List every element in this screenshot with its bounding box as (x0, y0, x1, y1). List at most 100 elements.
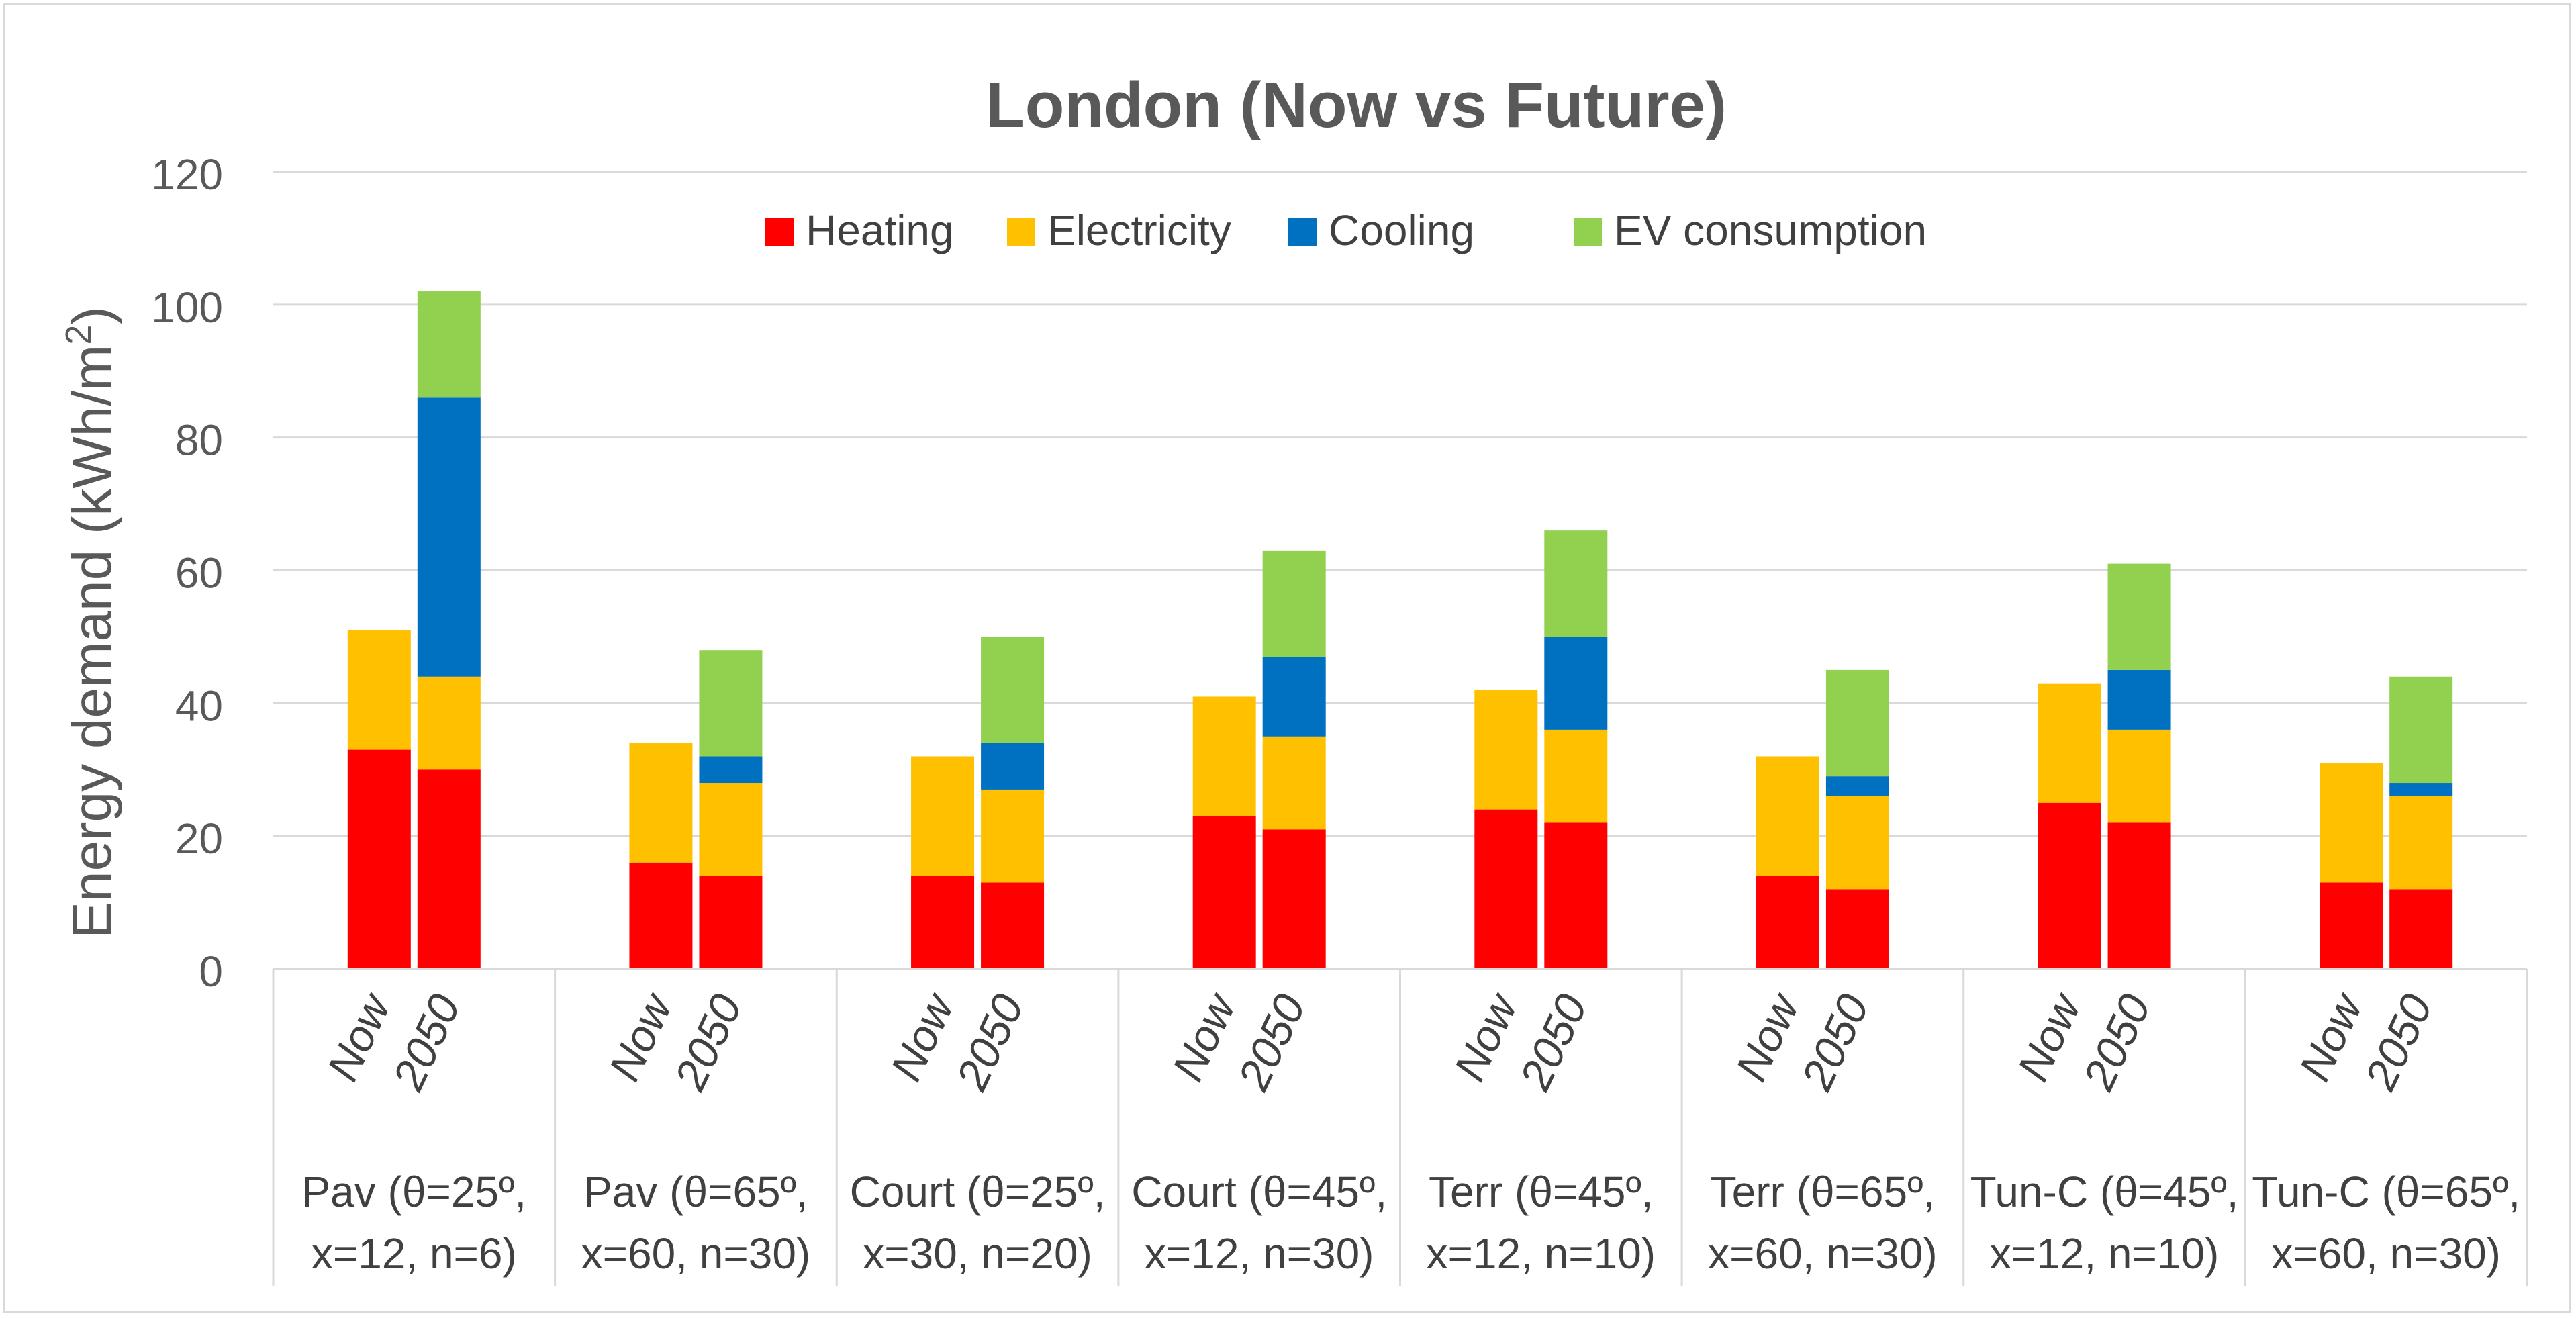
legend-label: Cooling (1329, 206, 1474, 254)
legend: Heating Electricity Cooling EV consumption (765, 206, 1927, 254)
gridlines (273, 171, 2527, 970)
y-tick-label: 20 (175, 814, 223, 863)
legend-swatch (1007, 218, 1035, 246)
bars (347, 291, 2453, 969)
bar-segment-ev-consumption (2389, 676, 2453, 784)
bar-segment-cooling (1544, 637, 1608, 730)
bar-segment-heating (347, 749, 411, 969)
bar-segment-cooling (2107, 669, 2171, 730)
sub-category-label: 2050 (1509, 986, 1596, 1098)
bar-segment-heating (2320, 882, 2383, 969)
bar-segment-cooling (1262, 657, 1326, 737)
bar-segment-electricity (981, 789, 1045, 883)
group-label-line1: Court (θ=25º, (850, 1168, 1106, 1216)
bar-segment-electricity (417, 676, 481, 770)
bar-segment-electricity (1262, 736, 1326, 830)
bar-segment-cooling (699, 756, 763, 784)
bar-segment-electricity (1825, 796, 1889, 890)
sub-category-label: 2050 (665, 986, 752, 1098)
legend-item: Heating (765, 206, 954, 254)
bar-segment-electricity (1544, 729, 1608, 823)
bar-segment-electricity (911, 756, 975, 876)
group-label-line1: Pav (θ=25º, (301, 1168, 526, 1216)
bar-segment-ev-consumption (1544, 530, 1608, 637)
legend-swatch (765, 218, 794, 246)
group-label-line2: x=12, n=10) (1990, 1229, 2220, 1278)
group-label-line2: x=12, n=30) (1145, 1229, 1374, 1278)
group-label-line2: x=60, n=30) (581, 1229, 811, 1278)
bar-segment-cooling (981, 743, 1045, 790)
bar-segment-ev-consumption (699, 650, 763, 757)
legend-item: Cooling (1288, 206, 1474, 254)
bar-segment-heating (2038, 802, 2101, 969)
bar-segment-heating (1192, 816, 1256, 969)
group-label-line2: x=60, n=30) (1708, 1229, 1938, 1278)
bar-segment-electricity (1192, 696, 1256, 816)
bar-segment-heating (2107, 822, 2171, 969)
bar-segment-heating (1474, 809, 1538, 969)
bar-segment-cooling (417, 397, 481, 677)
sub-category-label: 2050 (2073, 986, 2160, 1098)
bar-segment-heating (1756, 876, 1819, 969)
legend-swatch (1288, 218, 1317, 246)
group-label-line1: Pav (θ=65º, (583, 1168, 808, 1216)
bar-segment-ev-consumption (1262, 550, 1326, 657)
sub-category-label: 2050 (1228, 986, 1315, 1098)
group-label-line1: Terr (θ=45º, (1429, 1168, 1654, 1216)
legend-swatch (1574, 218, 1602, 246)
legend-label: EV consumption (1614, 206, 1927, 254)
group-label-line2: x=12, n=6) (312, 1229, 517, 1278)
group-label-line2: x=12, n=10) (1427, 1229, 1656, 1278)
bar-segment-heating (1825, 889, 1889, 969)
bar-segment-heating (1262, 829, 1326, 969)
y-axis-label: Energy demand (kWh/m2) (58, 306, 123, 938)
bar-segment-cooling (1825, 776, 1889, 796)
y-tick-label: 100 (151, 283, 223, 332)
bar-segment-heating (417, 769, 481, 969)
bar-segment-heating (1544, 822, 1608, 969)
bar-segment-electricity (2389, 796, 2453, 890)
bar-segment-ev-consumption (1825, 669, 1889, 777)
legend-label: Heating (806, 206, 954, 254)
bar-segment-electricity (699, 783, 763, 876)
group-label-line1: Tun-C (θ=65º, (2252, 1168, 2520, 1216)
sub-category-label: 2050 (946, 986, 1033, 1098)
bar-segment-electricity (347, 630, 411, 750)
bar-segment-heating (981, 882, 1045, 969)
bar-segment-ev-consumption (981, 637, 1045, 743)
bar-segment-electricity (2107, 729, 2171, 823)
bar-segment-heating (699, 876, 763, 969)
y-tick-label: 120 (151, 150, 223, 199)
y-axis-ticks: 0 20 40 60 80 100 120 (151, 150, 223, 996)
chart-frame: London (Now vs Future) 0 20 40 60 80 100 120 E… (3, 3, 2571, 1313)
bar-segment-electricity (629, 743, 693, 863)
y-tick-label: 80 (175, 416, 223, 465)
bar-segment-cooling (2389, 783, 2453, 796)
bar-segment-electricity (1474, 690, 1538, 810)
bar-segment-electricity (2320, 763, 2383, 883)
y-tick-label: 0 (199, 947, 223, 996)
group-label-line1: Terr (θ=65º, (1711, 1168, 1936, 1216)
bar-segment-heating (911, 876, 975, 969)
legend-label: Electricity (1047, 206, 1231, 254)
legend-item: EV consumption (1574, 206, 1927, 254)
y-tick-label: 60 (175, 549, 223, 598)
bar-segment-heating (629, 862, 693, 969)
group-label-line2: x=30, n=20) (863, 1229, 1092, 1278)
group-label-line2: x=60, n=30) (2271, 1229, 2501, 1278)
y-tick-label: 40 (175, 681, 223, 730)
bar-segment-electricity (1756, 756, 1819, 876)
bar-segment-ev-consumption (2107, 563, 2171, 670)
group-label-line1: Court (θ=45º, (1131, 1168, 1387, 1216)
chart-title: London (Now vs Future) (986, 69, 1727, 141)
group-label-line1: Tun-C (θ=45º, (1970, 1168, 2239, 1216)
stacked-bar-chart: London (Now vs Future) 0 20 40 60 80 100 120 E… (58, 69, 2528, 1286)
bar-segment-electricity (2038, 683, 2101, 803)
legend-item: Electricity (1007, 206, 1231, 254)
sub-category-label: 2050 (383, 986, 470, 1098)
bar-segment-ev-consumption (417, 291, 481, 398)
sub-category-label: 2050 (2354, 986, 2442, 1098)
bar-segment-heating (2389, 889, 2453, 969)
sub-category-label: 2050 (1791, 986, 1878, 1098)
